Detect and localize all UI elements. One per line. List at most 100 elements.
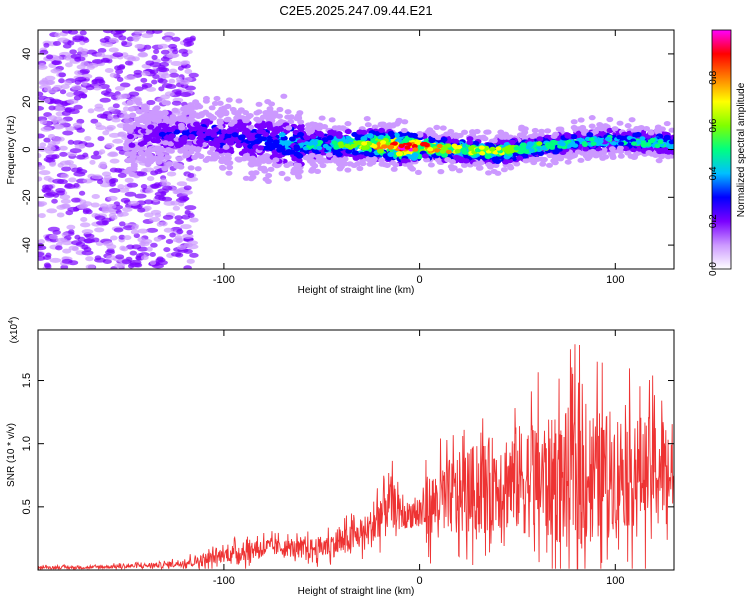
spectrogram-cell: [448, 166, 456, 172]
spectrogram-cell: [158, 64, 166, 70]
spectrogram-cell: [99, 203, 109, 209]
spectrogram-cell: [204, 130, 212, 136]
spectrogram-cell: [630, 154, 638, 160]
spectrogram-cell: [325, 146, 332, 151]
spectrogram-cell: [61, 110, 71, 116]
colorbar-gradient: [711, 29, 732, 270]
spectrogram-cell: [181, 52, 189, 58]
spectrogram-x-tick-label: 100: [606, 274, 624, 286]
spectrogram-cell: [176, 181, 188, 187]
spectrogram-cell: [431, 132, 439, 139]
spectrogram-cell: [38, 251, 45, 257]
spectrogram-cell: [451, 143, 458, 149]
spectrogram-cell: [287, 114, 295, 120]
spectrogram-cell: [164, 147, 172, 153]
spectrogram-cell: [303, 135, 311, 141]
spectrogram-cell: [522, 158, 530, 164]
spectrogram-cell: [454, 149, 461, 154]
spectrogram-cell: [202, 157, 210, 163]
spectrogram-cell: [107, 106, 116, 112]
spectrogram-cell: [242, 127, 250, 133]
spectrogram-cell: [115, 254, 125, 260]
spectrogram-cell: [60, 198, 71, 204]
spectrogram-cell: [344, 143, 351, 149]
spectrogram-cell: [38, 105, 45, 111]
spectrogram-cell: [84, 142, 95, 148]
spectrogram-cell: [604, 136, 611, 142]
spectrogram-cell: [152, 30, 163, 34]
spectrogram-cell: [196, 125, 204, 131]
spectrogram-cell: [95, 125, 107, 131]
spectrogram-cell: [84, 136, 92, 142]
spectrogram-cell: [264, 178, 272, 184]
spectrogram-cell: [149, 252, 156, 258]
spectrogram-cell: [90, 118, 99, 124]
spectrogram-cell: [164, 37, 172, 43]
spectrogram-cell: [130, 166, 138, 172]
spectrogram-cell: [38, 164, 46, 170]
spectrogram-cell: [152, 106, 160, 112]
spectrogram-cell: [184, 68, 193, 74]
spectrogram-cell: [590, 141, 597, 146]
spectrogram-cell: [124, 75, 136, 81]
spectrogram-cell: [401, 119, 409, 125]
spectrogram-cell: [145, 128, 153, 134]
spectrogram-cell: [51, 198, 58, 204]
spectrogram-cell: [130, 229, 139, 235]
spectrogram-cell: [91, 174, 103, 180]
spectrogram-cell: [185, 109, 193, 115]
spectrogram-cell: [222, 144, 230, 150]
spectrogram-cell: [234, 156, 242, 162]
spectrogram-cell: [165, 239, 174, 245]
spectrogram-cell: [108, 132, 120, 138]
spectrogram-cell: [79, 222, 91, 228]
spectrogram-y-tick-label: -20: [21, 189, 33, 205]
spectrogram-cell: [85, 264, 96, 269]
spectrogram-cell: [564, 133, 572, 139]
spectrogram-cell: [150, 242, 158, 248]
spectrogram-x-axis-label: Height of straight line (km): [298, 285, 415, 296]
spectrogram-cell: [39, 142, 47, 148]
spectrogram-cell: [141, 33, 154, 39]
spectrogram-cell: [167, 141, 175, 147]
snr-marks: [38, 344, 674, 570]
spectrogram-cell: [404, 145, 411, 150]
spectrogram-cell: [428, 137, 436, 144]
spectrogram-cell: [45, 145, 56, 151]
spectrogram-cell: [149, 260, 157, 266]
spectrogram-cell: [377, 127, 385, 133]
spectrogram-cell: [137, 207, 146, 213]
spectrogram-cell: [187, 165, 195, 171]
spectrogram-cell: [506, 144, 513, 150]
spectrogram-cell: [518, 124, 526, 130]
spectrogram-cell: [262, 131, 270, 138]
spectrogram-cell: [387, 130, 395, 137]
spectrogram-cell: [436, 143, 443, 149]
spectrogram-cell: [127, 200, 140, 206]
spectrogram-y-tick-label: -40: [21, 237, 33, 253]
spectrogram-cell: [225, 97, 233, 103]
spectrogram-cell: [550, 158, 558, 164]
spectrogram-cell: [141, 105, 149, 111]
spectrogram-cell: [388, 144, 395, 150]
spectrogram-cell: [414, 169, 422, 176]
spectrogram-cell: [628, 117, 636, 123]
spectrogram-cell: [71, 197, 81, 203]
spectrogram-cell: [427, 162, 435, 168]
spectrogram-cell: [655, 158, 663, 164]
spectrogram-cell: [103, 175, 112, 181]
spectrogram-cell: [654, 128, 662, 134]
spectrogram-cell: [90, 202, 100, 208]
spectrogram-cell: [616, 120, 624, 126]
spectrogram-cell: [461, 129, 469, 135]
spectrogram-cell: [539, 161, 547, 167]
spectrogram-cell: [170, 251, 182, 257]
spectrogram-cell: [85, 256, 94, 262]
spectrogram-cell: [133, 30, 143, 35]
spectrogram-cell: [626, 135, 633, 141]
spectrogram-cell: [162, 185, 173, 191]
spectrogram-cell: [102, 130, 110, 136]
spectrogram-cell: [476, 165, 484, 171]
spectrogram-cell: [197, 112, 205, 118]
